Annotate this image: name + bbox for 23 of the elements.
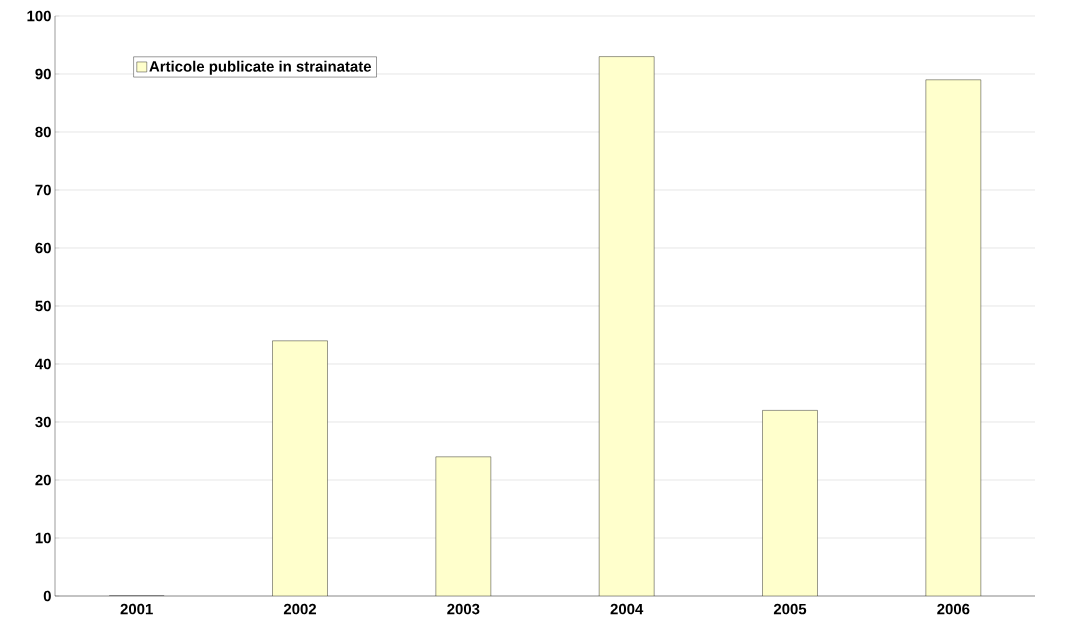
y-tick-label: 20	[35, 474, 51, 486]
bar	[599, 56, 655, 596]
y-tick-label: 40	[35, 358, 51, 370]
x-tick-label: 2006	[937, 603, 970, 615]
y-tick-label: 10	[35, 532, 51, 544]
bar	[272, 340, 328, 596]
y-tick-label: 0	[43, 590, 51, 602]
y-tick-label: 80	[35, 126, 51, 138]
bar	[762, 410, 818, 596]
y-tick-label: 90	[35, 68, 51, 80]
y-tick-label: 70	[35, 184, 51, 196]
x-tick-label: 2001	[120, 603, 153, 615]
x-tick-label: 2005	[773, 603, 807, 615]
x-tick-label: 2002	[283, 603, 317, 615]
bar	[925, 79, 982, 596]
x-tick-label: 2003	[447, 603, 480, 615]
y-tick-label: 100	[27, 10, 51, 22]
y-tick-label: 30	[35, 416, 51, 428]
bar	[435, 456, 491, 596]
x-tick-label: 2004	[610, 603, 644, 615]
y-tick-label: 50	[35, 300, 51, 312]
y-tick-label: 60	[35, 242, 51, 254]
legend-label: Articole publicate in strainatate	[149, 60, 372, 75]
